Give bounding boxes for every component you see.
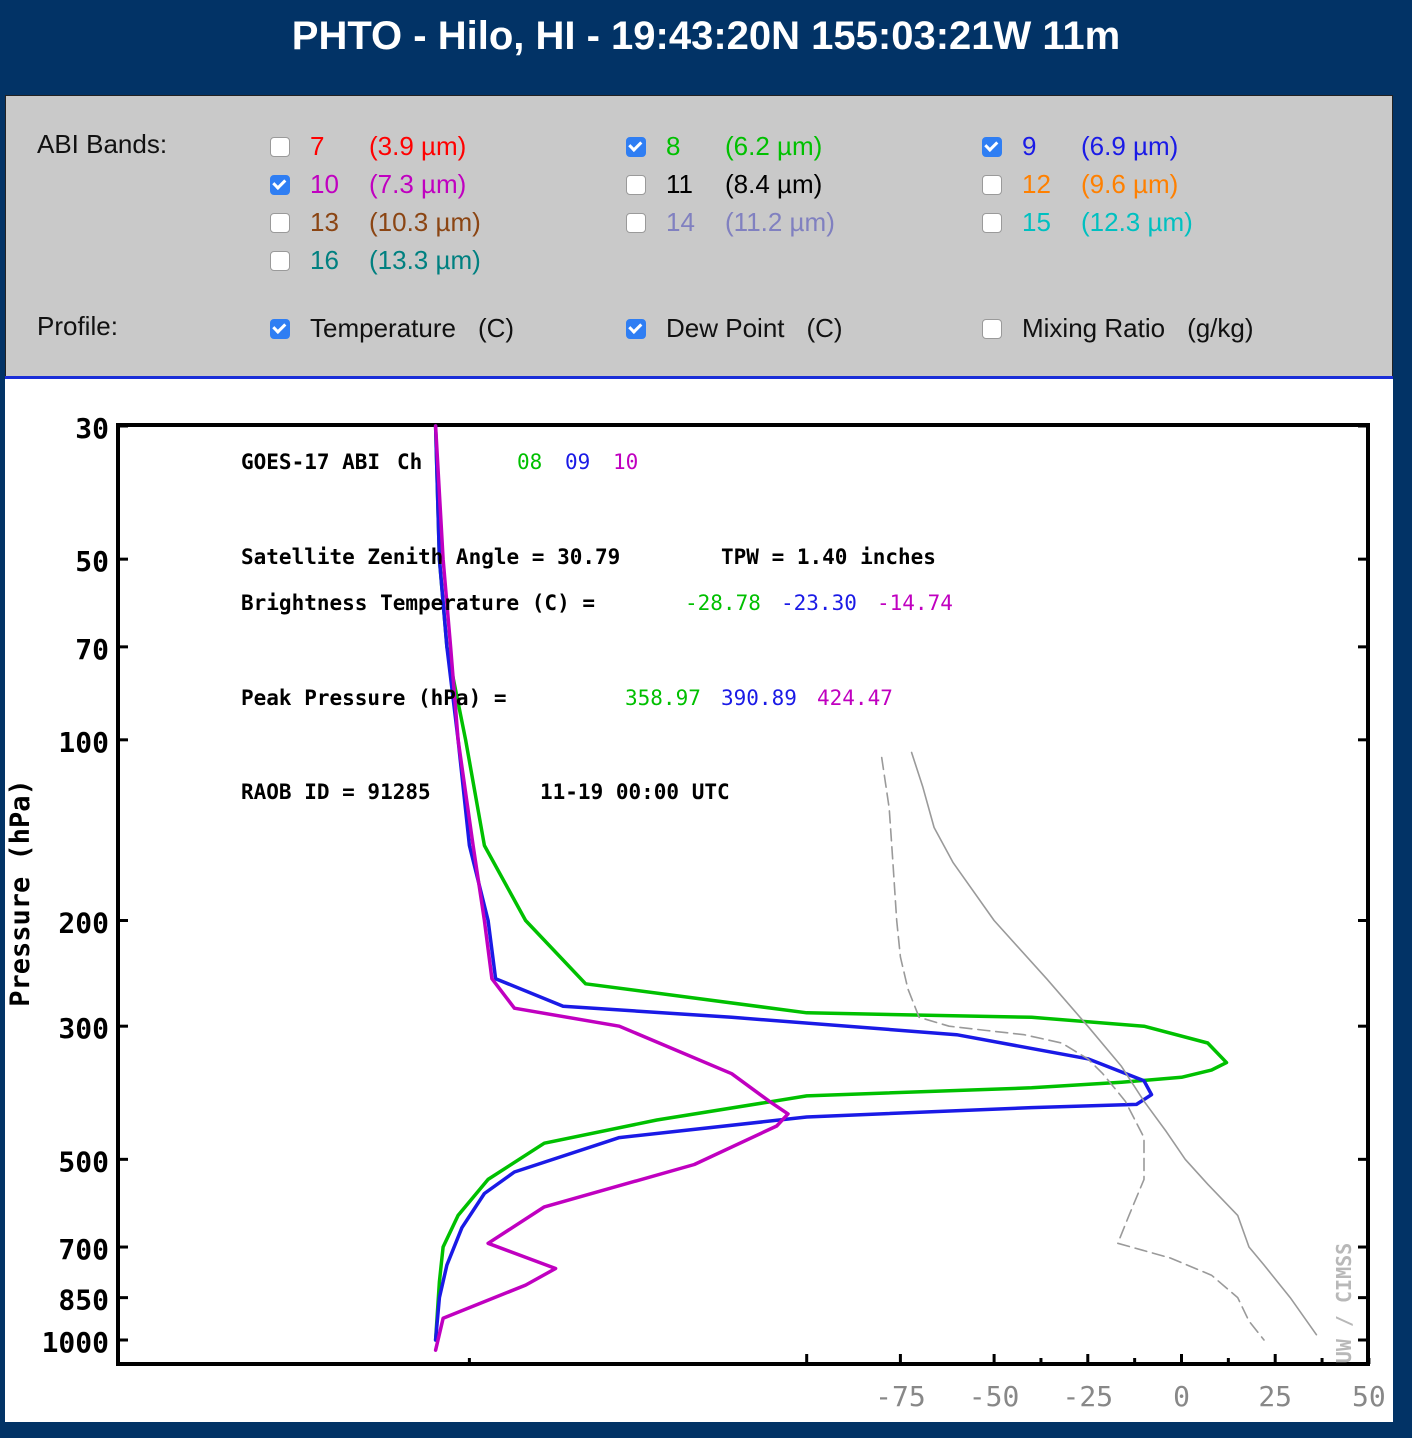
profile-checkbox[interactable] [626,318,646,339]
band-number: 9 [1022,131,1037,161]
abi-bands-label: ABI Bands: [37,129,168,159]
band-7-checkbox[interactable] [270,136,290,157]
band-number: 14 [666,207,695,237]
band-13-checkbox[interactable] [270,212,290,233]
band-9-checkbox[interactable] [982,136,1002,157]
brightness-temp-label: Brightness Temperature (C) = [241,591,595,615]
band-10-checkbox[interactable] [270,174,290,195]
profile-label-text: Dew Point [666,313,785,343]
x-tick-label: -25 [1063,1380,1114,1413]
band-11-checkbox[interactable] [626,174,646,195]
control-panel: ABI Bands: Profile: 7 (3.9 µm) 8 (6.2 µm) 9 (… [5,95,1393,377]
brightness-temp-value: -23.30 [781,591,857,615]
series-band10-line [433,424,790,1352]
band-12-checkbox[interactable] [982,174,1002,195]
band-16-option[interactable]: 16 (13.3 µm) [270,245,481,276]
profile-temperature-option[interactable]: Temperature (C) [270,313,514,344]
band-wavelength: (13.3 µm) [369,245,481,275]
series-band8-line [433,424,1229,1342]
profile-checkbox[interactable] [270,318,290,339]
x-tick-label: 25 [1258,1380,1292,1413]
chart-area: 30 50 70 100 200 300 500 700 850 1000 -75 -50 -25 0 25… [5,376,1393,1422]
raob-time-text: 11-19 00:00 UTC [540,780,730,804]
profile-checkbox[interactable] [982,318,1002,339]
band-wavelength: (6.9 µm) [1081,131,1179,161]
profile-unit: (C) [477,313,515,343]
series-temperature-line [910,751,1318,1336]
band-wavelength: (7.3 µm) [369,169,467,199]
profile-label: Profile: [37,311,118,341]
band-12-option[interactable]: 12 (9.6 µm) [982,169,1178,200]
watermark-logo: UW / CIMSS [1332,1243,1356,1363]
y-tick-label: 70 [75,633,109,666]
y-tick-label: 700 [58,1233,109,1266]
satellite-label: GOES-17 ABI [241,450,380,474]
channel-10: 10 [613,450,638,474]
band-number: 15 [1022,207,1051,237]
y-tick-label: 1000 [42,1326,109,1359]
series-band9-line [433,424,1154,1342]
channel-09: 09 [565,450,590,474]
band-number: 8 [666,131,681,161]
band-number: 11 [666,169,693,199]
band-15-option[interactable]: 15 (12.3 µm) [982,207,1193,238]
y-tick-label: 300 [58,1012,109,1045]
profile-unit: (g/kg) [1187,313,1254,343]
x-tick-label: -50 [969,1380,1020,1413]
y-tick-label: 30 [75,412,109,445]
peak-pressure-value: 390.89 [721,686,797,710]
band-9-option[interactable]: 9 (6.9 µm) [982,131,1178,162]
y-tick-label: 500 [58,1145,109,1178]
band-wavelength: (11.2 µm) [725,207,835,237]
band-number: 7 [310,131,325,161]
page-title: PHTO - Hilo, HI - 19:43:20N 155:03:21W 1… [291,14,1121,58]
band-number: 10 [310,169,339,199]
band-wavelength: (9.6 µm) [1081,169,1179,199]
band-8-checkbox[interactable] [626,136,646,157]
band-wavelength: (8.4 µm) [725,169,823,199]
peak-pressure-label: Peak Pressure (hPa) = [241,686,507,710]
profile-label-text: Temperature [310,313,456,343]
plot-frame [116,423,1370,1366]
band-8-option[interactable]: 8 (6.2 µm) [626,131,822,162]
weighting-function-chart: 30 50 70 100 200 300 500 700 850 1000 -75 -50 -25 0 25… [5,412,1386,1413]
series-dewpoint-line [880,756,1265,1341]
brightness-temp-value: -28.78 [685,591,761,615]
band-wavelength: (6.2 µm) [725,131,823,161]
y-tick-label: 200 [58,906,109,939]
band-15-checkbox[interactable] [982,212,1002,233]
peak-pressure-value: 358.97 [625,686,701,710]
profile-dew-point-option[interactable]: Dew Point (C) [626,313,843,344]
band-10-option[interactable]: 10 (7.3 µm) [270,169,466,200]
peak-pressure-value: 424.47 [817,686,893,710]
band-wavelength: (10.3 µm) [369,207,481,237]
tpw-text: TPW = 1.40 inches [721,545,936,569]
band-number: 12 [1022,169,1051,199]
band-14-option[interactable]: 14 (11.2 µm) [626,207,835,238]
band-number: 16 [310,245,339,275]
channel-label: Ch [397,450,422,474]
band-wavelength: (12.3 µm) [1081,207,1193,237]
x-tick-label: -75 [875,1380,926,1413]
y-tick-label: 50 [75,545,109,578]
channel-08: 08 [517,450,542,474]
zenith-angle-text: Satellite Zenith Angle = 30.79 [241,545,620,569]
x-tick-label: 50 [1352,1380,1386,1413]
band-7-option[interactable]: 7 (3.9 µm) [270,131,466,162]
x-tick-label: 0 [1173,1380,1190,1413]
profile-label-text: Mixing Ratio [1022,313,1166,343]
band-11-option[interactable]: 11 (8.4 µm) [626,169,822,200]
band-13-option[interactable]: 13 (10.3 µm) [270,207,481,238]
raob-id-text: RAOB ID = 91285 [241,780,431,804]
profile-unit: (C) [806,313,843,343]
brightness-temp-value: -14.74 [877,591,953,615]
y-tick-label: 100 [58,726,109,759]
band-14-checkbox[interactable] [626,212,646,233]
y-tick-label: 850 [58,1284,109,1317]
profile-mixing-ratio-option[interactable]: Mixing Ratio (g/kg) [982,313,1254,344]
band-16-checkbox[interactable] [270,250,290,271]
band-number: 13 [310,207,339,237]
y-axis-label: Pressure (hPa) [5,779,36,1007]
band-wavelength: (3.9 µm) [369,131,467,161]
